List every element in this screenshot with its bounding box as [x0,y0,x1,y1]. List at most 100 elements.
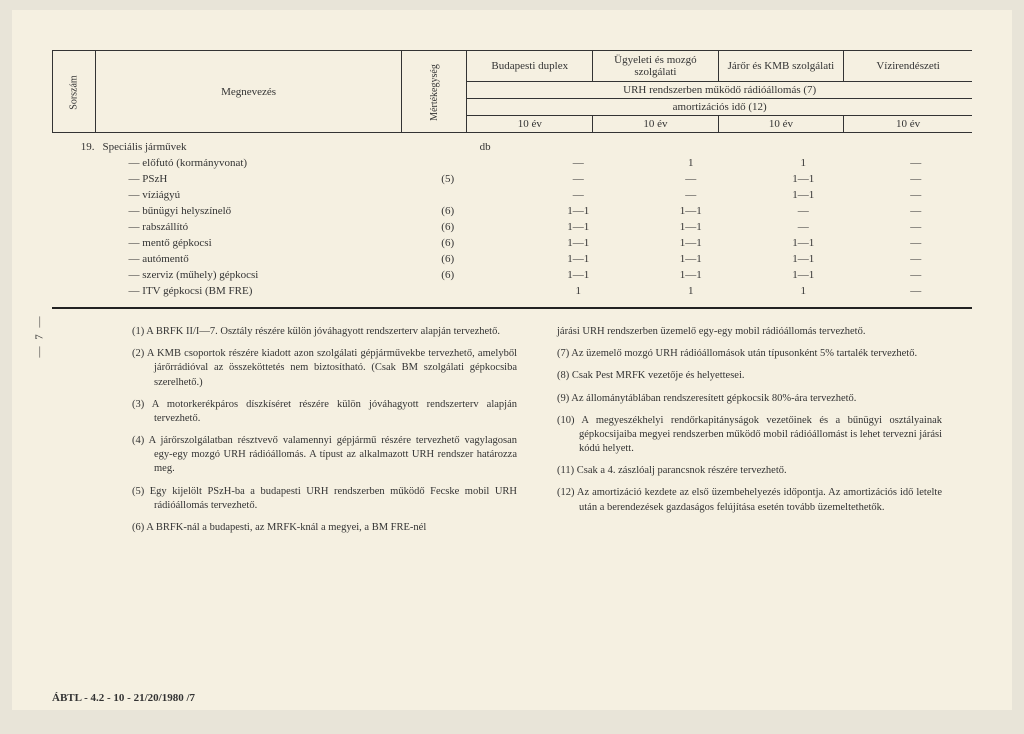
row-label: — ITV gépkocsi (BM FRE) [99,283,420,299]
header-year-1: 10 év [593,116,719,133]
row-label: — PSzH [99,171,420,187]
row-value: — [522,171,634,187]
row-paren: (5) [420,171,476,187]
note-item: (3) A motorkerékpáros díszkíséret részér… [132,398,517,426]
side-page-number: — 7 — [34,315,46,358]
row-value: — [635,187,747,203]
notes-section: (1) A BRFK II/I—7. Osztály részére külön… [132,325,942,543]
row-value: — [522,187,634,203]
row-paren: (6) [420,203,476,219]
document-page: — 7 — Sorszám Megnevezés Mértékegység Bu… [12,10,1012,710]
notes-left-column: (1) A BRFK II/I—7. Osztály részére külön… [132,325,517,543]
table-row: — bűnügyi helyszínelő(6)1—11—1—— [52,203,972,219]
row-value: 1—1 [635,267,747,283]
row-label: — mentő gépkocsi [99,235,420,251]
table-row: — rabszállító(6)1—11—1—— [52,219,972,235]
header-mertekegyseg: Mértékegység [401,51,467,133]
header-sub1: URH rendszerben működő rádióállomás (7) [467,82,972,99]
table-row: — víziágyú——1—1— [52,187,972,203]
notes-right-column: járási URH rendszerben üzemelő egy-egy m… [557,325,942,543]
section-unit: db [476,139,522,155]
row-value: — [859,187,972,203]
row-value: — [859,235,972,251]
section-row: 19. Speciális járművek db [52,139,972,155]
row-label: — bűnügyi helyszínelő [99,203,420,219]
row-value: — [859,155,972,171]
row-value: — [859,171,972,187]
row-value: — [522,155,634,171]
row-value: 1—1 [635,203,747,219]
row-paren: (6) [420,267,476,283]
row-value: — [635,171,747,187]
row-label: — szerviz (műhely) gépkocsi [99,267,420,283]
row-paren: (6) [420,251,476,267]
header-table: Sorszám Megnevezés Mértékegység Budapest… [52,50,972,133]
row-value: — [859,267,972,283]
note-item: (4) A járőrszolgálatban résztvevő valame… [132,434,517,477]
header-col-2: Járőr és KMB szolgálati [718,51,844,82]
row-value: 1 [522,283,634,299]
row-value: 1—1 [522,203,634,219]
row-value: 1—1 [747,187,859,203]
footer-reference: ÁBTL - 4.2 - 10 - 21/20/1980 /7 [52,692,195,704]
row-value: 1 [635,155,747,171]
section-title: Speciális járművek [99,139,420,155]
table-row: — ITV gépkocsi (BM FRE)111— [52,283,972,299]
row-value: — [859,251,972,267]
header-col-3: Vízirendészeti [844,51,972,82]
row-value: 1—1 [747,251,859,267]
note-item: (5) Egy kijelölt PSzH-ba a budapesti URH… [132,485,517,513]
note-item: (1) A BRFK II/I—7. Osztály részére külön… [132,325,517,339]
row-value: 1—1 [522,267,634,283]
header-year-2: 10 év [718,116,844,133]
header-col-1: Ügyeleti és mozgó szolgálati [593,51,719,82]
note-item: (9) Az állománytáblában rendszeresített … [557,392,942,406]
table-row: — PSzH(5)——1—1— [52,171,972,187]
row-value: 1—1 [747,235,859,251]
row-paren: (6) [420,235,476,251]
note-item: (7) Az üzemelő mozgó URH rádióállomások … [557,347,942,361]
note-item: (12) Az amortizáció kezdete az első üzem… [557,486,942,514]
row-value: 1—1 [747,171,859,187]
note-item: (11) Csak a 4. zászlóalj parancsnok rész… [557,464,942,478]
data-table: 19. Speciális járművek db — előfutó (kor… [52,139,972,299]
row-value: — [859,219,972,235]
header-year-0: 10 év [467,116,593,133]
note-item: (2) A KMB csoportok részére kiadott azon… [132,347,517,390]
row-value: 1—1 [522,235,634,251]
row-paren [420,187,476,203]
row-value: 1 [635,283,747,299]
note-item: (10) A megyeszékhelyi rendőrkapitányságo… [557,414,942,457]
table-row: — szerviz (műhely) gépkocsi(6)1—11—11—1— [52,267,972,283]
row-value: — [747,219,859,235]
header-col-0: Budapesti duplex [467,51,593,82]
table-row: — mentő gépkocsi(6)1—11—11—1— [52,235,972,251]
row-label: — rabszállító [99,219,420,235]
row-value: 1—1 [635,251,747,267]
header-sub2: amortizációs idő (12) [467,99,972,116]
row-value: 1 [747,283,859,299]
row-value: — [747,203,859,219]
row-paren [420,155,476,171]
header-megnevezes: Megnevezés [96,51,401,133]
note-item: (8) Csak Pest MRFK vezetője és helyettes… [557,369,942,383]
row-value: 1—1 [522,219,634,235]
header-year-3: 10 év [844,116,972,133]
row-paren: (6) [420,219,476,235]
row-value: 1—1 [747,267,859,283]
row-value: 1 [747,155,859,171]
table-row: — előfutó (kormányvonat)—11— [52,155,972,171]
divider [52,307,972,309]
row-label: — autómentő [99,251,420,267]
row-label: — előfutó (kormányvonat) [99,155,420,171]
table-row: — autómentő(6)1—11—11—1— [52,251,972,267]
row-paren [420,283,476,299]
row-value: — [859,283,972,299]
row-value: — [859,203,972,219]
row-value: 1—1 [635,235,747,251]
note-item: (6) A BRFK-nál a budapesti, az MRFK-knál… [132,521,517,535]
row-number: 19. [52,139,99,155]
row-value: 1—1 [635,219,747,235]
row-value: 1—1 [522,251,634,267]
note-item: járási URH rendszerben üzemelő egy-egy m… [557,325,942,339]
